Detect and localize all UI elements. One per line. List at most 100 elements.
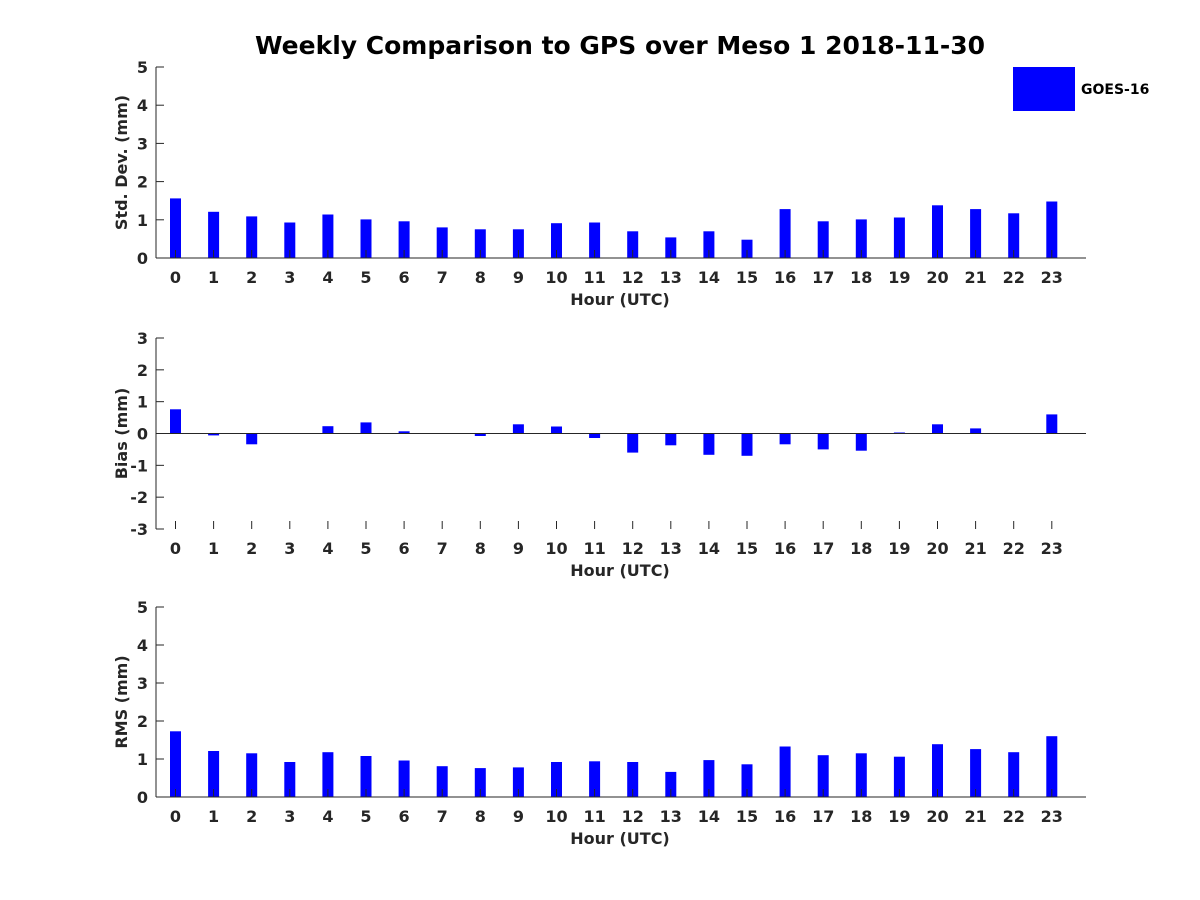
rms-xtick-label-23: 23 — [1041, 807, 1063, 826]
rms-xlabel: Hour (UTC) — [570, 829, 670, 848]
bias-bar-12 — [627, 433, 639, 453]
bias-xtick-label-9: 9 — [513, 539, 524, 558]
std-bar-12 — [627, 231, 639, 258]
rms-xtick-label-0: 0 — [170, 807, 181, 826]
std-bar-4 — [322, 214, 334, 258]
std-xtick-label-21: 21 — [964, 268, 986, 287]
std-bar-16 — [779, 209, 791, 258]
rms-xtick-label-14: 14 — [698, 807, 720, 826]
rms-bar-6 — [398, 760, 410, 797]
bias-bar-15 — [741, 433, 753, 456]
rms-xtick-label-20: 20 — [926, 807, 948, 826]
rms-ylabel: RMS (mm) — [112, 655, 131, 748]
rms-ytick-label-5: 5 — [137, 598, 148, 617]
bias-bar-17 — [817, 433, 829, 450]
std-xtick-label-6: 6 — [399, 268, 410, 287]
bias-xtick-label-21: 21 — [964, 539, 986, 558]
bias-xtick-label-18: 18 — [850, 539, 872, 558]
bias-xtick-label-0: 0 — [170, 539, 181, 558]
rms-xtick-label-11: 11 — [583, 807, 605, 826]
std-ytick-label-3: 3 — [137, 134, 148, 153]
std-bar-2 — [246, 216, 258, 258]
bias-xlabel: Hour (UTC) — [570, 561, 670, 580]
chart-title: Weekly Comparison to GPS over Meso 1 201… — [255, 31, 985, 60]
std-xtick-label-14: 14 — [698, 268, 720, 287]
bias-ytick-label-2: 2 — [137, 361, 148, 380]
bias-bar-4 — [322, 426, 334, 434]
rms-xtick-label-18: 18 — [850, 807, 872, 826]
rms-xtick-label-16: 16 — [774, 807, 796, 826]
std-xtick-label-22: 22 — [1003, 268, 1025, 287]
std-ytick-label-2: 2 — [137, 173, 148, 192]
bias-bar-21 — [970, 428, 982, 434]
bias-bar-8 — [474, 433, 486, 436]
std-xtick-label-4: 4 — [322, 268, 333, 287]
bias-bar-11 — [589, 433, 601, 438]
bias-ytick-label-1: 1 — [137, 393, 148, 412]
bias-xtick-label-2: 2 — [246, 539, 257, 558]
rms-xtick-label-1: 1 — [208, 807, 219, 826]
rms-xtick-label-10: 10 — [545, 807, 567, 826]
bias-xtick-label-6: 6 — [399, 539, 410, 558]
std-bar-7 — [436, 227, 448, 258]
rms-bar-11 — [589, 761, 601, 797]
std-xtick-label-23: 23 — [1041, 268, 1063, 287]
bias-bar-20 — [932, 424, 943, 434]
bias-xtick-label-4: 4 — [322, 539, 333, 558]
std-xtick-label-13: 13 — [660, 268, 682, 287]
bias-ytick-label-0: 0 — [137, 425, 148, 444]
rms-xtick-label-8: 8 — [475, 807, 486, 826]
rms-bar-14 — [703, 760, 715, 797]
std-bar-10 — [551, 223, 562, 258]
rms-bar-1 — [208, 751, 220, 797]
rms-bar-3 — [284, 762, 296, 797]
std-xtick-label-20: 20 — [926, 268, 948, 287]
bias-xtick-label-10: 10 — [545, 539, 567, 558]
bias-bar-6 — [398, 431, 410, 434]
std-xtick-label-9: 9 — [513, 268, 524, 287]
std-xtick-label-10: 10 — [545, 268, 567, 287]
std-xtick-label-3: 3 — [284, 268, 295, 287]
rms-xtick-label-7: 7 — [437, 807, 448, 826]
rms-bar-15 — [741, 764, 753, 797]
std-ytick-label-1: 1 — [137, 211, 148, 230]
rms-bar-19 — [893, 756, 905, 797]
std-xtick-label-5: 5 — [360, 268, 371, 287]
legend-swatch — [1013, 67, 1075, 111]
bias-bar-0 — [170, 409, 181, 434]
bias-ytick-label--1: -1 — [130, 456, 148, 475]
std-bar-3 — [284, 222, 296, 258]
std-bar-8 — [474, 229, 486, 258]
std-xtick-label-12: 12 — [622, 268, 644, 287]
rms-ytick-label-1: 1 — [137, 750, 148, 769]
bias-xtick-label-14: 14 — [698, 539, 720, 558]
rms-bar-5 — [360, 756, 372, 797]
bias-xtick-label-20: 20 — [926, 539, 948, 558]
rms-xtick-label-22: 22 — [1003, 807, 1025, 826]
std-ytick-label-0: 0 — [137, 249, 148, 268]
rms-ytick-label-3: 3 — [137, 674, 148, 693]
std-ytick-label-5: 5 — [137, 58, 148, 77]
std-xtick-label-0: 0 — [170, 268, 181, 287]
std-xtick-label-15: 15 — [736, 268, 758, 287]
std-bar-14 — [703, 231, 715, 258]
std-bar-18 — [855, 219, 867, 258]
bias-xtick-label-1: 1 — [208, 539, 219, 558]
rms-xtick-label-19: 19 — [888, 807, 910, 826]
rms-bar-2 — [246, 753, 258, 797]
std-bar-22 — [1008, 213, 1020, 258]
rms-xtick-label-17: 17 — [812, 807, 834, 826]
rms-ytick-label-4: 4 — [137, 636, 148, 655]
std-bar-17 — [817, 221, 829, 258]
std-bar-21 — [970, 209, 982, 258]
std-bar-0 — [170, 198, 181, 258]
std-bar-1 — [208, 211, 220, 258]
bias-ytick-label--3: -3 — [130, 520, 148, 539]
bias-xtick-label-19: 19 — [888, 539, 910, 558]
bias-xtick-label-12: 12 — [622, 539, 644, 558]
rms-xtick-label-5: 5 — [360, 807, 371, 826]
